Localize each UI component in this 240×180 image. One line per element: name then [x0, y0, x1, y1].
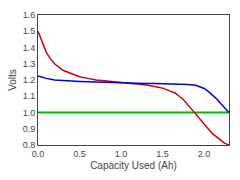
svg-text:1.1: 1.1	[23, 91, 36, 101]
svg-text:1.2: 1.2	[23, 75, 36, 85]
svg-text:1.0: 1.0	[23, 108, 36, 118]
svg-text:0.0: 0.0	[32, 149, 45, 159]
svg-text:1.5: 1.5	[156, 149, 169, 159]
svg-text:1.5: 1.5	[23, 26, 36, 36]
svg-text:Volts: Volts	[7, 69, 18, 91]
svg-text:Capacity Used (Ah): Capacity Used (Ah)	[90, 160, 177, 171]
svg-text:0.9: 0.9	[23, 124, 36, 134]
svg-text:1.3: 1.3	[23, 59, 36, 69]
svg-text:0.5: 0.5	[73, 149, 86, 159]
svg-text:1.6: 1.6	[23, 10, 36, 20]
svg-text:0.8: 0.8	[23, 140, 36, 150]
svg-text:1.4: 1.4	[23, 43, 36, 53]
svg-text:2.0: 2.0	[198, 149, 211, 159]
svg-text:1.0: 1.0	[115, 149, 128, 159]
